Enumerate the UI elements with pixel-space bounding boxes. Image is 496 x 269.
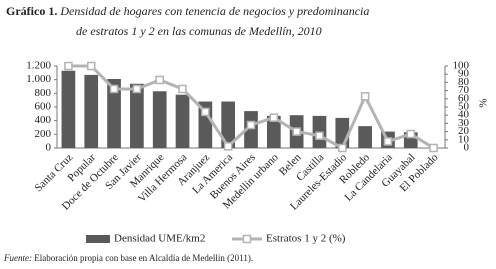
marker xyxy=(223,142,233,151)
marker xyxy=(201,107,210,117)
source-label: Fuente: xyxy=(3,253,32,263)
y-tick-label: 800 xyxy=(35,87,52,99)
chart-title: Gráfico 1. Densidad de hogares con tenen… xyxy=(6,4,369,18)
marker xyxy=(338,143,347,153)
y-tick-label: 400 xyxy=(35,114,52,126)
y-tick-label: 0 xyxy=(46,142,52,154)
y2-tick-label: 50 xyxy=(458,101,470,113)
marker xyxy=(383,137,393,146)
marker xyxy=(292,127,301,136)
y2-tick-label: 10 xyxy=(458,133,470,145)
y2-tick-label: 70 xyxy=(458,84,470,96)
marker xyxy=(178,84,187,94)
title-line: Densidad de hogares con tenencia de nego… xyxy=(59,4,369,18)
title-label: Gráfico 1. xyxy=(6,4,57,18)
bar xyxy=(335,117,350,148)
marker xyxy=(155,75,164,85)
marker xyxy=(86,61,96,71)
marker xyxy=(132,84,142,94)
y2-tick-label: 0 xyxy=(464,142,470,154)
y-tick-label: 600 xyxy=(35,101,52,113)
y2-tick-label: 100 xyxy=(453,60,470,72)
source-text: Elaboración propia con base en Alcaldía … xyxy=(34,253,253,263)
marker xyxy=(64,61,73,71)
y2-tick-label: 40 xyxy=(458,109,470,121)
marker xyxy=(269,113,279,122)
marker xyxy=(246,120,256,130)
legend-swatch xyxy=(242,234,252,244)
y-tick-label: 200 xyxy=(35,128,52,140)
y2-tick-label: 60 xyxy=(458,92,470,104)
legend-label: Densidad UME/km2 xyxy=(114,233,205,245)
y2-tick-label: 90 xyxy=(458,68,470,80)
bar xyxy=(221,101,236,148)
bar xyxy=(266,115,281,148)
bar xyxy=(84,74,99,148)
marker xyxy=(406,129,416,139)
y2-tick-label: 30 xyxy=(458,117,470,129)
legend-swatch xyxy=(86,235,110,243)
bar xyxy=(130,83,144,148)
y2-tick-label: 20 xyxy=(458,125,470,137)
y2-tick-label: 80 xyxy=(458,76,470,88)
y-tick-label: 1.000 xyxy=(26,73,51,85)
bar xyxy=(175,94,190,148)
marker xyxy=(315,131,324,140)
title-line: de estratos 1 y 2 en las comunas de Mede… xyxy=(76,24,322,38)
marker xyxy=(360,92,370,101)
source: Fuente: Elaboración propia con base en A… xyxy=(3,253,253,263)
bar xyxy=(152,91,167,148)
marker xyxy=(109,84,119,94)
legend-label: Estratos 1 y 2 (%) xyxy=(266,233,346,245)
bar xyxy=(358,126,372,148)
bar xyxy=(61,70,76,148)
bar xyxy=(244,111,258,148)
marker xyxy=(429,143,438,153)
y2-axis-label: % xyxy=(478,98,490,107)
bar xyxy=(107,78,121,148)
y-tick-label: 1.200 xyxy=(26,60,51,72)
